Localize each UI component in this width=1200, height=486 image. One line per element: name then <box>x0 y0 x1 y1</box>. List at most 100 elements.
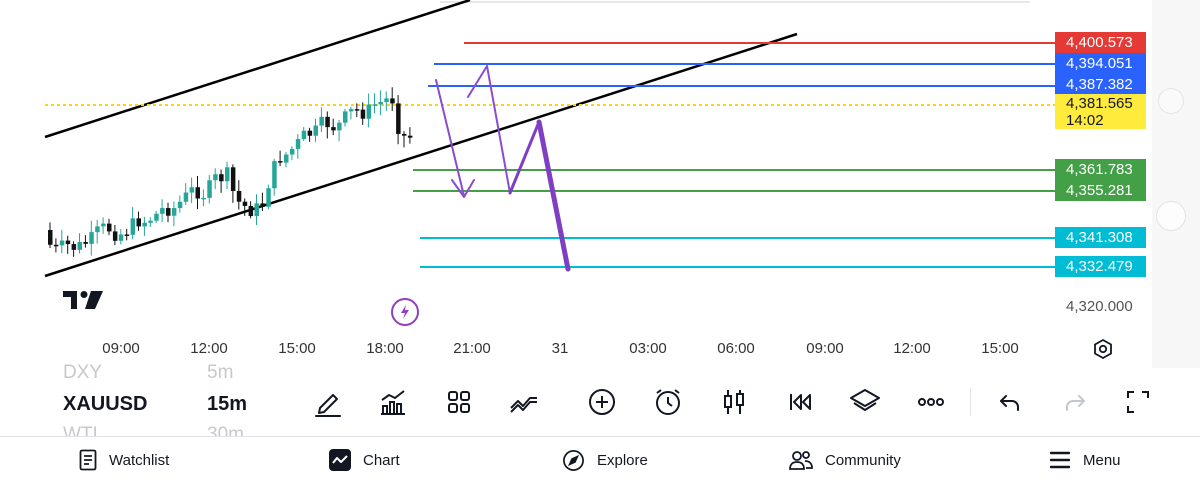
candle-body <box>225 167 230 182</box>
candle-body <box>260 203 265 207</box>
candle-body <box>183 192 189 202</box>
price-level-tag[interactable]: 4,361.783 <box>1055 159 1146 180</box>
scroll-indicator[interactable] <box>1158 88 1184 114</box>
nav-chart[interactable]: Chart <box>329 448 400 472</box>
replay-icon[interactable] <box>783 386 815 418</box>
candle-body <box>301 130 307 140</box>
candle-body <box>189 187 195 193</box>
last-price-tag[interactable]: 4,381.565 14:02 <box>1055 94 1146 129</box>
candle-body <box>378 101 383 105</box>
candle-body <box>313 125 318 136</box>
candle-body <box>177 201 183 209</box>
prev-symbol-interval: 5m <box>207 362 234 383</box>
alert-clock-icon[interactable] <box>652 386 684 418</box>
price-axis-label: 4,320.000 <box>1066 298 1133 315</box>
price-level-tag[interactable]: 4,332.479 <box>1055 256 1146 277</box>
price-level-tag[interactable]: 4,387.382 <box>1055 74 1146 95</box>
add-icon[interactable] <box>586 386 618 418</box>
nav-community[interactable]: Community <box>789 448 901 472</box>
side-handle[interactable] <box>1156 201 1186 231</box>
nav-explore[interactable]: Explore <box>562 448 648 472</box>
prev-symbol[interactable]: DXY 5m <box>63 362 233 384</box>
interval-selector[interactable]: 15m <box>207 393 248 415</box>
time-axis-label: 12:00 <box>893 340 931 357</box>
nav-watchlist[interactable]: Watchlist <box>79 448 169 472</box>
projection-path <box>508 119 571 272</box>
candle-body <box>337 122 342 131</box>
prev-symbol-ticker: DXY <box>63 362 103 383</box>
candle-body <box>354 109 360 111</box>
hamburger-menu-icon <box>1049 451 1071 469</box>
candle-body <box>124 234 130 236</box>
candle-body <box>71 244 77 250</box>
candle-body <box>171 208 177 216</box>
candle-type-icon[interactable] <box>718 386 750 418</box>
layout-grid-icon[interactable] <box>443 386 475 418</box>
candlestick-series <box>48 87 413 257</box>
more-icon[interactable] <box>915 386 947 418</box>
projection-arrow <box>435 65 511 198</box>
candle-body <box>130 218 136 235</box>
candle-body <box>101 223 106 227</box>
candle-body <box>289 148 295 155</box>
candle-body <box>360 109 366 119</box>
candle-body <box>254 203 259 217</box>
toolbar-divider <box>970 388 971 416</box>
right-gutter <box>1152 0 1200 368</box>
community-icon <box>789 451 813 470</box>
pencil-icon[interactable] <box>312 386 344 418</box>
candle-body <box>207 180 212 198</box>
candle-body <box>284 154 289 163</box>
redo-icon[interactable] <box>1060 386 1092 418</box>
nav-menu[interactable]: Menu <box>1049 448 1121 472</box>
candle-body <box>278 161 283 163</box>
candle-body <box>372 104 377 106</box>
candle-body <box>166 208 171 216</box>
candle-body <box>236 190 242 202</box>
candle-body <box>407 135 413 138</box>
time-axis-label: 09:00 <box>806 340 844 357</box>
candle-body <box>195 187 200 199</box>
chart-area[interactable]: 4,400.573 4,394.051 4,387.382 4,361.783 4,35… <box>0 0 1200 368</box>
price-level-tag[interactable]: 4,341.308 <box>1055 227 1146 248</box>
price-chart[interactable] <box>0 0 1152 368</box>
time-axis-label: 18:00 <box>366 340 404 357</box>
candle-body <box>107 223 112 232</box>
candle-body <box>272 161 277 189</box>
undo-icon[interactable] <box>993 386 1025 418</box>
layers-icon[interactable] <box>849 386 881 418</box>
nav-community-label: Community <box>825 451 901 469</box>
chart-settings-icon[interactable] <box>1092 338 1114 365</box>
candle-body <box>219 174 224 182</box>
bar-countdown: 14:02 <box>1066 112 1104 129</box>
channel-upper-line <box>44 0 471 139</box>
candle-body <box>95 226 100 233</box>
candle-body <box>384 98 389 102</box>
bottom-navigation <box>0 436 1200 486</box>
candle-body <box>83 242 88 244</box>
symbol-ticker[interactable]: XAUUSD <box>63 393 148 415</box>
price-level-tag[interactable]: 4,400.573 <box>1055 32 1146 53</box>
channel-lower-line <box>44 32 798 278</box>
candle-body <box>89 232 94 244</box>
time-axis-label: 15:00 <box>981 340 1019 357</box>
time-axis-label: 09:00 <box>102 340 140 357</box>
candle-body <box>248 205 254 217</box>
time-axis-label: 12:00 <box>190 340 228 357</box>
candle-body <box>154 213 159 221</box>
candle-body <box>65 240 71 245</box>
last-price-value: 4,381.565 <box>1066 95 1133 112</box>
candle-body <box>295 139 301 149</box>
candle-body <box>331 127 336 131</box>
compare-icon[interactable] <box>508 386 540 418</box>
lightning-icon[interactable] <box>391 298 419 326</box>
chart-icon <box>329 449 351 471</box>
fullscreen-icon[interactable] <box>1124 386 1156 418</box>
price-level-tag[interactable]: 4,394.051 <box>1055 53 1146 74</box>
time-axis-label: 03:00 <box>629 340 667 357</box>
candle-body <box>59 240 65 246</box>
indicators-icon[interactable] <box>377 386 409 418</box>
price-level-tag[interactable]: 4,355.281 <box>1055 180 1146 201</box>
candle-body <box>396 103 401 134</box>
nav-menu-label: Menu <box>1083 451 1121 469</box>
